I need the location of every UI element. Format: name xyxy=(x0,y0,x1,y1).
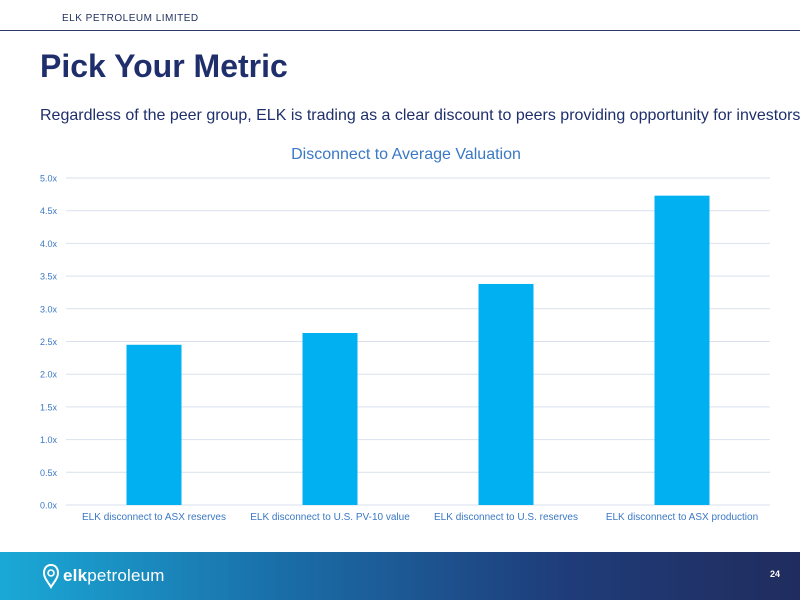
brand-name-light: petroleum xyxy=(87,566,165,585)
page-number: 24 xyxy=(769,569,780,579)
bars xyxy=(126,195,710,505)
footer-logo: elkpetroleum xyxy=(42,562,165,590)
y-tick-label: 3.0x xyxy=(40,304,58,314)
bar xyxy=(478,283,534,505)
company-header: ELK PETROLEUM LIMITED xyxy=(62,13,199,24)
x-axis-labels: ELK disconnect to ASX reserves ELK discon… xyxy=(82,512,758,523)
bar-chart: 0.0x 0.5x 1.0x 1.5x 2.0x 2.5x 3.0x 3.5x 4.0x 4.5x… xyxy=(40,174,770,523)
y-axis-ticks: 0.0x 0.5x 1.0x 1.5x 2.0x 2.5x 3.0x 3.5x 4.0x 4.5x… xyxy=(40,174,58,511)
chart-title: Disconnect to Average Valuation xyxy=(291,146,521,163)
page-subtitle: Regardless of the peer group, ELK is tra… xyxy=(40,107,800,124)
x-category-label: ELK disconnect to ASX production xyxy=(606,512,758,523)
x-category-label: ELK disconnect to ASX reserves xyxy=(82,512,226,523)
brand-name-bold: elk xyxy=(63,566,88,585)
bar xyxy=(302,332,358,505)
bar xyxy=(126,344,182,505)
grid-lines xyxy=(66,177,770,506)
y-tick-label: 5.0x xyxy=(40,174,58,184)
bar xyxy=(654,195,710,505)
y-tick-label: 2.0x xyxy=(40,370,58,380)
x-category-label: ELK disconnect to U.S. reserves xyxy=(434,512,578,523)
header-divider xyxy=(0,30,800,31)
y-tick-label: 1.5x xyxy=(40,402,58,412)
footer-bar xyxy=(0,552,800,600)
y-tick-label: 4.5x xyxy=(40,206,58,216)
x-category-label: ELK disconnect to U.S. PV-10 value xyxy=(250,512,410,523)
y-tick-label: 0.5x xyxy=(40,468,58,478)
y-tick-label: 1.0x xyxy=(40,435,58,445)
page-title: Pick Your Metric xyxy=(40,48,288,84)
elk-logo-icon xyxy=(42,563,60,589)
brand-name: elkpetroleum xyxy=(63,566,165,586)
y-tick-label: 3.5x xyxy=(40,272,58,282)
y-tick-label: 4.0x xyxy=(40,239,58,249)
y-tick-label: 0.0x xyxy=(40,501,58,511)
y-tick-label: 2.5x xyxy=(40,337,58,347)
